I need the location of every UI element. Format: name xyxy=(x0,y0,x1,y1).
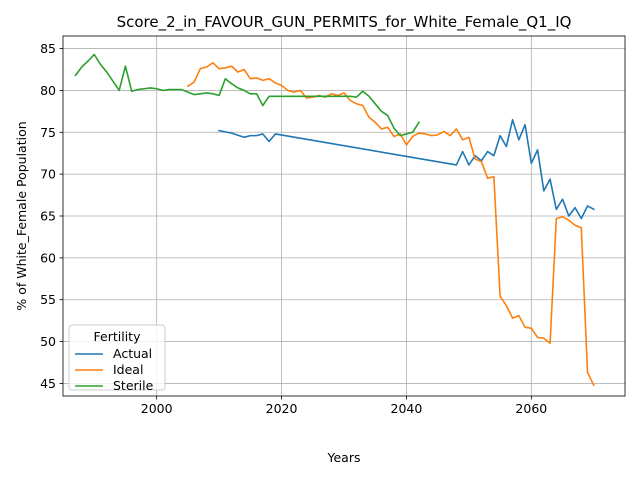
y-tick-label: 55 xyxy=(40,292,56,307)
y-tick-label: 85 xyxy=(40,41,56,56)
y-tick-label: 75 xyxy=(40,125,56,140)
series-line-sterile xyxy=(74,53,421,137)
legend-title: Fertility xyxy=(94,329,142,344)
legend-label-actual: Actual xyxy=(113,346,152,361)
x-tick-label: 2000 xyxy=(141,401,173,416)
y-axis-label: % of White_Female Population xyxy=(14,121,29,310)
series-line-actual xyxy=(218,118,595,220)
series-line-ideal xyxy=(186,61,595,387)
y-tick-label: 60 xyxy=(40,250,56,265)
x-tick-label: 2040 xyxy=(391,401,423,416)
x-axis-label: Years xyxy=(327,450,361,465)
y-tick-label: 70 xyxy=(40,167,56,182)
y-tick-label: 65 xyxy=(40,209,56,224)
x-tick-label: 2020 xyxy=(266,401,298,416)
x-tick-label: 2060 xyxy=(515,401,547,416)
y-axis: 45 50 55 60 65 70 75 80 85 xyxy=(40,41,63,391)
x-axis: 2000 2020 2040 2060 xyxy=(141,396,547,416)
legend-box xyxy=(68,324,166,391)
legend-label-sterile: Sterile xyxy=(113,378,154,393)
series-layer xyxy=(74,53,595,387)
chart-title: Score_2_in_FAVOUR_GUN_PERMITS_for_White_… xyxy=(117,13,572,32)
y-tick-label: 45 xyxy=(40,376,56,391)
y-tick-label: 50 xyxy=(40,334,56,349)
y-tick-label: 80 xyxy=(40,83,56,98)
legend-label-ideal: Ideal xyxy=(113,362,143,377)
